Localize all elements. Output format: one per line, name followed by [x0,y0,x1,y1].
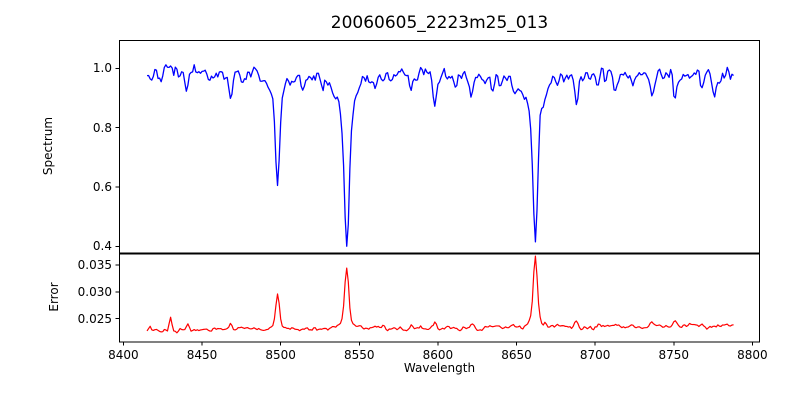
spectrum-line [146,64,734,247]
spectrum-panel-box [119,40,760,254]
figure-title: 20060605_2223m25_013 [330,13,549,33]
y-axis-label-spectrum: Spectrum [41,116,55,176]
x-axis-label: Wavelength [403,361,476,375]
y-axis-label-error: Error [47,282,61,312]
error-line [146,255,734,334]
